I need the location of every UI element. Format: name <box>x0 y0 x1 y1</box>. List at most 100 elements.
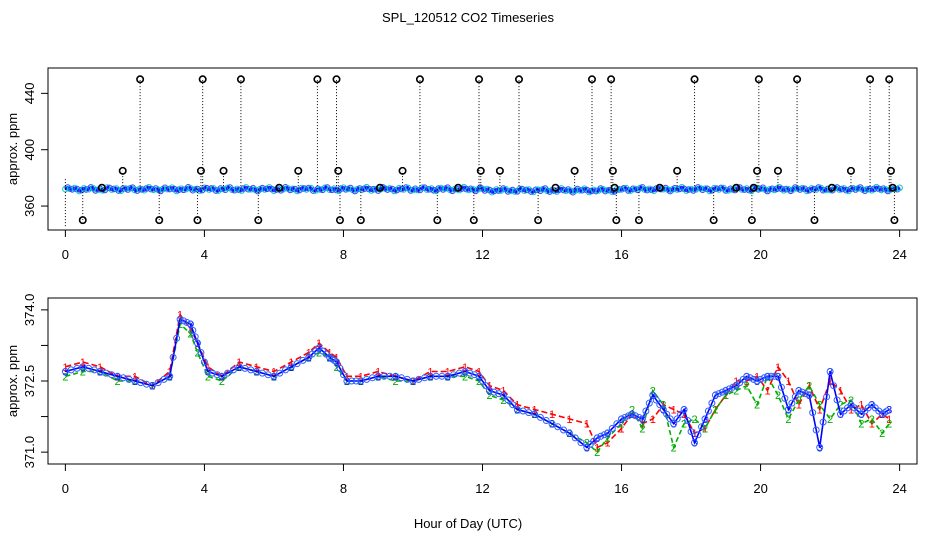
series-3-circle-marker <box>638 415 646 423</box>
series-3-marker: 3 <box>671 419 677 431</box>
series-2-marker: 2 <box>817 400 823 412</box>
series-3-marker: 3 <box>785 405 791 417</box>
series-3-circle-marker <box>197 349 205 356</box>
series-3-circle-marker <box>711 391 719 399</box>
series-3-circle-marker <box>499 391 507 399</box>
series-3-marker: 3 <box>681 405 687 417</box>
top-outlier-point <box>335 216 344 225</box>
top-outlier-point <box>514 75 523 84</box>
series-2-marker: 2 <box>132 376 138 388</box>
series-3-circle-marker <box>194 339 201 347</box>
series-2-marker: 2 <box>712 405 718 417</box>
series-3-circle-marker <box>293 360 301 368</box>
top-data-point <box>342 186 350 193</box>
top-outlier-point <box>78 216 87 225</box>
series-1-marker: 1 <box>271 367 277 379</box>
series-2-marker: 2 <box>500 395 506 407</box>
top-outlier-point <box>334 166 343 175</box>
series-3-marker: 3 <box>639 414 645 426</box>
series-3-marker: 3 <box>618 414 624 426</box>
series-3-circle-marker <box>830 382 838 390</box>
series-3-circle-marker <box>809 409 817 417</box>
series-3-marker: 3 <box>62 367 68 379</box>
top-outlier-point <box>454 183 463 192</box>
series-1-marker: 1 <box>796 400 802 412</box>
top-outlier-point <box>236 75 245 84</box>
top-outlier-point <box>607 75 616 84</box>
series-3-marker: 3 <box>566 428 572 440</box>
series-3-marker: 3 <box>97 367 103 379</box>
series-2-marker: 2 <box>114 376 120 388</box>
series-1-line <box>65 312 890 449</box>
series-3-circle-marker <box>191 333 199 341</box>
series-1-marker: 1 <box>886 414 892 426</box>
top-outlier-point <box>476 166 485 175</box>
series-3-circle-marker <box>729 383 737 391</box>
top-data-point <box>136 185 143 193</box>
series-3-circle-marker <box>189 326 197 334</box>
top-data-point <box>766 186 774 193</box>
series-3-circle-marker <box>461 368 469 375</box>
series-3-circle-marker <box>826 368 834 375</box>
series-3-marker: 3 <box>316 343 322 355</box>
top-outlier-point <box>846 166 855 175</box>
series-3-circle-marker <box>490 388 498 396</box>
top-panel-data <box>62 75 903 228</box>
series-3-circle-marker <box>577 439 585 447</box>
series-3-marker: 3 <box>187 319 193 331</box>
series-3-circle-marker <box>597 432 605 440</box>
bottom-x-tick-label: 24 <box>892 481 906 496</box>
top-y-tick-label: 400 <box>22 139 37 161</box>
bottom-x-tick-label: 12 <box>475 481 489 496</box>
series-2-marker: 2 <box>869 414 875 426</box>
series-3-marker: 3 <box>500 390 506 402</box>
series-3-circle-marker <box>628 410 636 418</box>
series-3-marker: 3 <box>827 367 833 379</box>
top-x-tick-label: 20 <box>753 247 767 262</box>
series-2-marker: 2 <box>194 348 200 360</box>
series-3-circle-marker <box>883 407 891 415</box>
series-3-circle-marker <box>656 401 664 409</box>
series-1-marker: 1 <box>605 438 611 450</box>
series-3-circle-marker <box>725 385 733 393</box>
series-3-circle-marker <box>482 382 490 390</box>
series-2-marker: 2 <box>629 405 635 417</box>
series-3-circle-marker <box>666 415 674 423</box>
series-3-marker: 3 <box>549 419 555 431</box>
series-1-marker: 1 <box>410 376 416 388</box>
bottom-y-axis: 371.0 372.5 374.0 <box>22 294 48 468</box>
series-3-circle-marker <box>470 371 478 379</box>
series-3-circle-marker <box>722 387 730 394</box>
top-outlier-point <box>294 166 303 175</box>
bottom-x-tick-label: 16 <box>614 481 628 496</box>
series-1-marker: 1 <box>566 414 572 426</box>
series-3-circle-marker <box>812 426 820 434</box>
series-3-marker: 3 <box>532 409 538 421</box>
series-3-circle-marker <box>333 358 340 366</box>
series-3-marker: 3 <box>691 438 697 450</box>
series-1-marker: 1 <box>80 357 86 369</box>
series-3-circle-marker <box>542 417 550 424</box>
series-3-circle-marker <box>213 371 221 379</box>
series-3-marker: 3 <box>358 376 364 388</box>
series-3-marker: 3 <box>869 400 875 412</box>
series-3-circle-marker <box>336 364 344 372</box>
series-3-line <box>65 318 890 449</box>
top-data-point <box>245 185 252 193</box>
series-3-circle-marker <box>486 387 493 394</box>
top-outlier-point <box>793 75 802 84</box>
series-3-circle-marker <box>694 431 702 439</box>
series-1-marker: 1 <box>681 409 687 421</box>
series-3-marker: 3 <box>254 367 260 379</box>
series-3-marker: 3 <box>796 386 802 398</box>
series-1-marker: 1 <box>848 405 854 417</box>
series-2-marker: 2 <box>549 419 555 431</box>
top-outlier-point <box>356 216 365 225</box>
series-3-circle-marker <box>781 394 789 402</box>
series-3-circle-marker <box>663 410 671 418</box>
series-2-marker: 2 <box>62 371 68 383</box>
top-outlier-point <box>754 75 763 84</box>
series-3-circle-marker <box>625 412 632 420</box>
